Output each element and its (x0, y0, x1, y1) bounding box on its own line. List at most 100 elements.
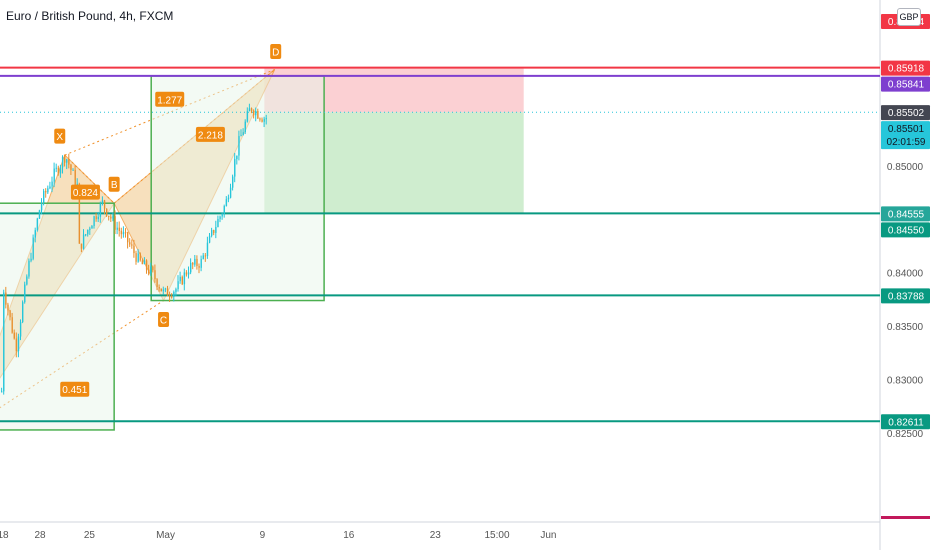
candle-body (78, 183, 81, 244)
candle-body (173, 291, 175, 297)
candle-body (143, 260, 146, 265)
price-tag[interactable]: 0.82611 (881, 414, 930, 430)
candle-body (232, 176, 234, 188)
candle-body (164, 288, 167, 290)
candle-body (76, 183, 78, 185)
candle-body (110, 216, 112, 219)
horizontal-levels[interactable] (0, 66, 880, 423)
time-tick: 15:00 (484, 530, 509, 541)
ratio-label-xa-ad-bg (155, 91, 185, 107)
candle-body (255, 110, 257, 116)
candle-body (59, 167, 62, 174)
candle-body (61, 156, 64, 168)
measurement-boxes[interactable] (0, 75, 325, 431)
candle-body (40, 202, 43, 211)
symbol-title: Euro / British Pound, 4h, FXCM (6, 9, 174, 23)
candle-body (74, 169, 76, 185)
point-label-x: X (54, 128, 66, 144)
candle-body (162, 289, 165, 292)
candle-body (192, 262, 194, 265)
price-tag[interactable]: 0.85918 (881, 60, 930, 76)
candle-body (206, 242, 209, 256)
candle-body (13, 332, 15, 339)
candle-body (51, 181, 53, 187)
candle-body (89, 228, 91, 230)
candle-body (263, 118, 265, 122)
candle-body (227, 197, 230, 200)
candle-body (80, 243, 83, 249)
price-tag[interactable]: 0.85841 (881, 76, 930, 92)
candle-body (221, 213, 223, 217)
candle-body (3, 292, 5, 392)
price-tag-bg (881, 60, 930, 76)
candle-body (82, 234, 85, 249)
candle-body (148, 269, 150, 274)
price-tag[interactable]: 0.83788 (881, 288, 930, 304)
candle-body (93, 216, 95, 227)
candle-body (261, 119, 263, 122)
candle-body (101, 200, 104, 204)
price-tag-value: 0.85841 (888, 80, 925, 91)
currency-badge[interactable]: GBP (897, 8, 921, 26)
candle-body (244, 121, 246, 133)
candle-body (190, 262, 192, 273)
price-tag[interactable]: 0.85502 (881, 105, 930, 121)
ratio-label-xa-ab-bg (70, 184, 100, 200)
candle-body (49, 186, 51, 189)
candle-body (150, 266, 152, 274)
candle-body (11, 317, 13, 333)
candle-body (85, 234, 87, 236)
candle-body (133, 245, 135, 254)
candle-body (112, 216, 114, 219)
candle-body (225, 199, 228, 206)
candle-body (45, 190, 47, 193)
candle-body (87, 229, 89, 235)
candle-body (15, 338, 18, 352)
point-label-x-text: X (56, 132, 63, 143)
candle-body (7, 304, 9, 311)
candle-body (208, 235, 211, 243)
candle-body (175, 289, 177, 292)
candle-body (106, 208, 108, 216)
candle-body (66, 159, 68, 163)
point-label-d: D (270, 44, 282, 60)
ratio-label-xa-ad-text: 1.277 (157, 95, 182, 106)
candle-body (135, 253, 137, 262)
ratio-label-xa-ad: 1.277 (155, 91, 185, 107)
time-tick: 16 (343, 530, 355, 541)
point-label-b-bg (108, 176, 120, 192)
price-axis[interactable]: 0.82500 0.83000 0.83500 0.84000 0.85000 0.859… (881, 14, 930, 519)
candle-body (43, 190, 45, 203)
candle-body (204, 255, 207, 257)
measure-box-1[interactable] (0, 202, 115, 431)
candle-body (156, 279, 158, 288)
candle-body (129, 242, 131, 245)
candle-body (202, 255, 204, 259)
candle-body (108, 215, 110, 217)
ratio-label-xa-ab-text: 0.824 (73, 188, 98, 199)
candle-body (1, 391, 3, 393)
candle-body (229, 187, 232, 198)
candle-body (116, 227, 118, 230)
measure-box-2[interactable] (150, 75, 325, 302)
price-tick: 0.83000 (887, 376, 924, 387)
time-tick: Jun (540, 530, 556, 541)
point-label-c-bg (158, 312, 170, 328)
price-tag[interactable]: 0.85501 02:01:59 (881, 121, 930, 150)
time-tick: 25 (84, 530, 96, 541)
price-tag[interactable]: 0.84555 (881, 206, 930, 222)
ratio-label-xa-ab: 0.824 (70, 184, 100, 200)
candle-body (200, 258, 202, 268)
candle-body (219, 216, 221, 220)
price-tag-value: 0.85502 (888, 108, 925, 119)
candle-body (179, 276, 181, 282)
candle-body (57, 167, 60, 174)
candle-body (238, 136, 240, 156)
price-tag[interactable]: 0.84550 (881, 222, 930, 238)
candle-body (36, 218, 39, 231)
price-tick: 0.82500 (887, 429, 924, 440)
candle-body (259, 118, 261, 120)
